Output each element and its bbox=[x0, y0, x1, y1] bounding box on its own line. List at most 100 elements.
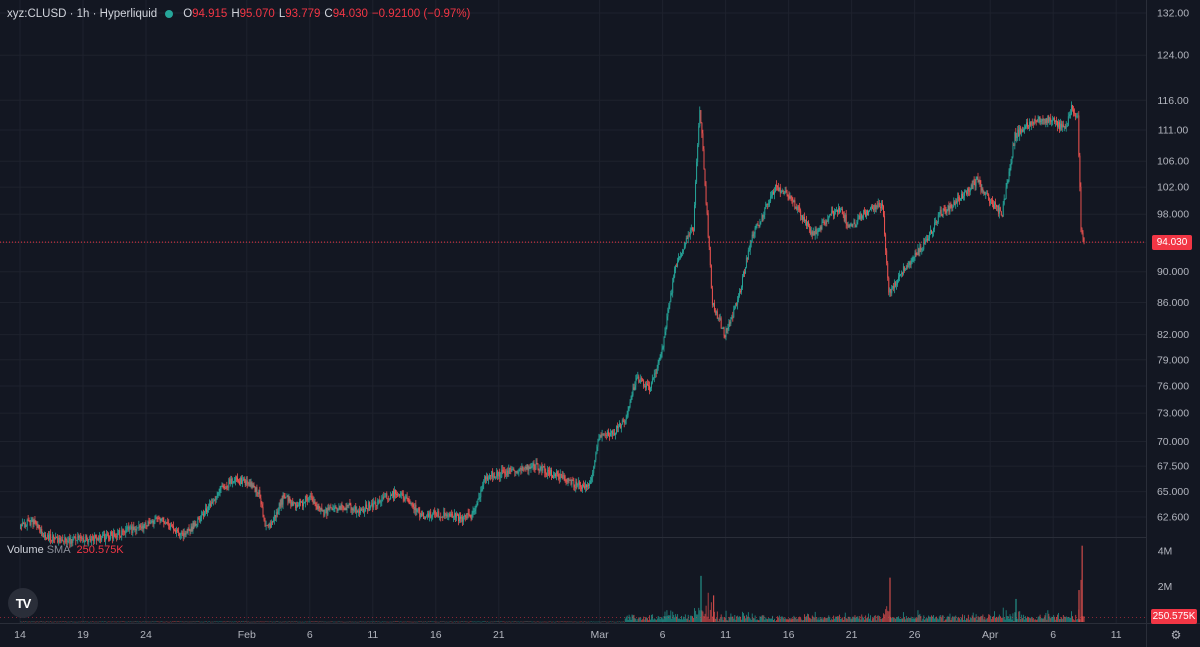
candle-body bbox=[1008, 171, 1010, 181]
volume-bar bbox=[175, 621, 176, 623]
candle bbox=[474, 505, 476, 515]
candle bbox=[820, 224, 822, 233]
candle bbox=[336, 507, 338, 513]
candle-body bbox=[163, 522, 165, 524]
candle-body bbox=[999, 207, 1001, 212]
gear-icon[interactable]: ⚙ bbox=[1170, 628, 1182, 642]
candle bbox=[493, 472, 495, 481]
candle bbox=[890, 288, 892, 297]
volume-bar bbox=[940, 617, 942, 622]
volume-bar bbox=[974, 617, 976, 622]
candle-body bbox=[640, 377, 642, 382]
volume-bar bbox=[853, 617, 855, 622]
candle-body bbox=[153, 520, 155, 524]
candle-body bbox=[901, 273, 902, 274]
volume-bar bbox=[643, 616, 645, 622]
candle bbox=[876, 200, 878, 210]
volume-bar bbox=[1003, 617, 1005, 622]
candle bbox=[658, 357, 660, 365]
volume-bar bbox=[269, 621, 271, 623]
volume-bar bbox=[141, 621, 143, 623]
candle bbox=[1046, 117, 1048, 125]
volume-bar bbox=[896, 617, 898, 622]
candle bbox=[777, 182, 779, 192]
candle bbox=[122, 528, 124, 536]
candle bbox=[133, 521, 135, 531]
candle-body bbox=[381, 499, 383, 502]
candle-body bbox=[430, 511, 432, 518]
candle-body bbox=[78, 535, 80, 538]
candle-body bbox=[340, 504, 342, 510]
volume-bar bbox=[867, 617, 869, 622]
volume-bar bbox=[59, 621, 61, 623]
candle-body bbox=[911, 260, 913, 263]
volume-bar bbox=[831, 618, 833, 622]
volume-bar bbox=[636, 620, 638, 622]
candle-body bbox=[282, 495, 284, 505]
candle bbox=[705, 181, 707, 206]
candle-body bbox=[416, 509, 418, 512]
volume-bar bbox=[435, 621, 437, 623]
volume-bar bbox=[902, 618, 903, 622]
candle-body bbox=[531, 465, 533, 467]
candle-body bbox=[802, 215, 804, 221]
volume-bar bbox=[69, 621, 71, 623]
candle-body bbox=[320, 507, 322, 511]
candle-body bbox=[625, 418, 627, 421]
volume-bar bbox=[555, 621, 556, 623]
volume-bar bbox=[237, 621, 239, 623]
volume-bar bbox=[736, 616, 738, 622]
volume-bar bbox=[808, 617, 810, 622]
volume-bar bbox=[632, 615, 634, 622]
candle bbox=[1055, 120, 1057, 127]
candle bbox=[119, 527, 121, 540]
candle-body bbox=[800, 210, 802, 216]
candle-body bbox=[839, 210, 841, 213]
candle bbox=[928, 235, 930, 241]
candle-body bbox=[552, 475, 554, 478]
volume-legend[interactable]: Volume SMA 250.575K bbox=[7, 544, 124, 556]
symbol-title[interactable]: xyz:CLUSD · 1h · Hyperliquid bbox=[7, 8, 158, 20]
volume-bar bbox=[818, 619, 820, 622]
volume-bar bbox=[970, 618, 972, 622]
candle bbox=[249, 479, 251, 488]
candle-body bbox=[365, 504, 367, 512]
volume-bar bbox=[793, 615, 795, 622]
volume-bar bbox=[835, 616, 837, 622]
volume-bar bbox=[630, 619, 632, 622]
candle-body bbox=[859, 215, 861, 220]
candle bbox=[171, 522, 173, 527]
volume-bar bbox=[670, 610, 672, 622]
candle-body bbox=[1076, 116, 1078, 117]
volume-bar bbox=[209, 621, 210, 622]
volume-bar bbox=[452, 621, 454, 623]
volume-bar bbox=[437, 621, 439, 623]
candle-body bbox=[1026, 122, 1027, 127]
candle-body bbox=[181, 532, 183, 534]
candle bbox=[23, 519, 25, 528]
volume-bar bbox=[464, 621, 466, 623]
volume-bar bbox=[319, 621, 321, 622]
candle-body bbox=[203, 513, 205, 516]
volume-bar bbox=[72, 621, 74, 623]
volume-bar bbox=[836, 616, 837, 622]
candle bbox=[217, 492, 219, 499]
candle bbox=[189, 528, 191, 536]
candle-body bbox=[738, 296, 740, 300]
candle bbox=[117, 528, 119, 541]
volume-bar bbox=[921, 620, 923, 622]
candle bbox=[428, 510, 430, 518]
tradingview-logo-icon[interactable]: TV bbox=[8, 588, 38, 618]
candle bbox=[767, 203, 769, 210]
volume-bar bbox=[597, 621, 599, 623]
candle-body bbox=[186, 532, 188, 534]
candle-body bbox=[930, 230, 932, 233]
candle-body bbox=[121, 530, 123, 537]
volume-bar bbox=[657, 615, 659, 622]
volume-bar bbox=[67, 621, 69, 623]
candle bbox=[570, 477, 572, 486]
candle-body bbox=[648, 384, 649, 386]
volume-bar bbox=[384, 621, 386, 623]
candle bbox=[188, 524, 190, 532]
